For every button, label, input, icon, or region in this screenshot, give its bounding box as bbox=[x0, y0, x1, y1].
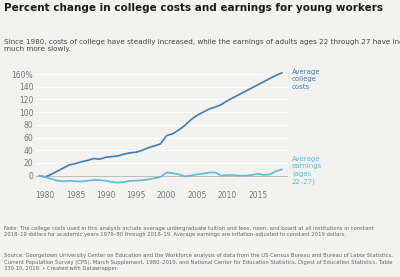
Text: Average
college
costs: Average college costs bbox=[292, 69, 320, 90]
Text: Since 1980, costs of college have steadily increased, while the earnings of adul: Since 1980, costs of college have steadi… bbox=[4, 39, 400, 52]
Text: Average
earnings
(ages
22–27): Average earnings (ages 22–27) bbox=[292, 156, 322, 185]
Text: Source: Georgetown University Center on Education and the Workforce analysis of : Source: Georgetown University Center on … bbox=[4, 253, 393, 271]
Text: Note: The college costs used in this analysis include average undergraduate tuit: Note: The college costs used in this ana… bbox=[4, 226, 374, 237]
Text: Percent change in college costs and earnings for young workers: Percent change in college costs and earn… bbox=[4, 3, 383, 13]
